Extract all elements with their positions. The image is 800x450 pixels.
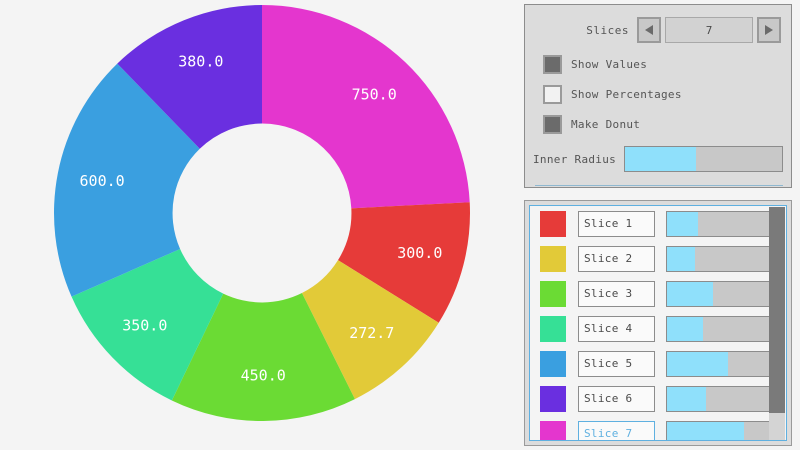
- inner-radius-row: Inner Radius: [533, 145, 783, 173]
- slice-name-value: Slice 5: [584, 357, 633, 370]
- slice-value-slider-fill: [667, 421, 744, 440]
- slice-color-swatch[interactable]: [540, 210, 566, 237]
- slices-spinner: Slices 7: [525, 15, 791, 45]
- donut-chart-svg: 750.0 300.0 272.7 450.0 350.0 600.0 380.0: [53, 5, 470, 421]
- show-values-row[interactable]: Show Values: [543, 53, 647, 75]
- make-donut-checkbox[interactable]: [543, 114, 562, 134]
- slice-name-input[interactable]: Slice 7: [578, 420, 656, 440]
- slice-list-item[interactable]: Slice 6: [530, 381, 770, 416]
- show-percentages-label: Show Percentages: [571, 87, 682, 101]
- slice-name-value: Slice 4: [584, 322, 633, 335]
- inner-radius-slider[interactable]: [624, 146, 783, 172]
- slices-value-field[interactable]: 7: [665, 17, 753, 43]
- slice-value-slider[interactable]: [666, 385, 770, 412]
- slice-value-slider-fill: [667, 281, 713, 306]
- triangle-right-icon: [764, 24, 774, 36]
- slice-list-item[interactable]: Slice 3: [530, 276, 770, 311]
- pie-slice[interactable]: [301, 260, 439, 400]
- slice-color-swatch[interactable]: [540, 315, 566, 342]
- slice-name-value: Slice 2: [584, 252, 633, 265]
- slice-name-value: Slice 6: [584, 392, 633, 405]
- slice-name-input[interactable]: Slice 6: [578, 385, 656, 412]
- slice-value-slider[interactable]: [666, 315, 770, 342]
- slice-value-label: 600.0: [80, 172, 125, 190]
- slice-value-label: 380.0: [178, 52, 223, 70]
- pie-slice[interactable]: [337, 202, 470, 323]
- slice-list-item[interactable]: Slice 1: [530, 206, 770, 241]
- slice-list-scrollbar-thumb[interactable]: [769, 207, 785, 413]
- slice-list-item[interactable]: Slice 7: [530, 416, 770, 440]
- triangle-left-icon: [644, 24, 654, 36]
- pie-slice[interactable]: [117, 5, 262, 149]
- slice-list-item[interactable]: Slice 5: [530, 346, 770, 381]
- make-donut-label: Make Donut: [571, 117, 641, 131]
- slice-value-label: 300.0: [397, 244, 442, 262]
- slice-list-rows: Slice 1 Slice 2 Slice 3 Slice 4 Slice 5 Slice…: [530, 206, 770, 440]
- pie-slice[interactable]: [171, 293, 355, 421]
- slice-color-swatch[interactable]: [540, 385, 566, 412]
- slice-name-value: Slice 1: [584, 217, 633, 230]
- slice-value-label: 272.7: [349, 324, 394, 342]
- slice-value-slider[interactable]: [666, 350, 770, 377]
- show-percentages-checkbox[interactable]: [543, 84, 562, 104]
- slices-value: 7: [705, 23, 713, 37]
- slice-name-input[interactable]: Slice 5: [578, 350, 656, 377]
- slice-value-label: 350.0: [122, 317, 167, 335]
- slice-value-slider-fill: [667, 316, 703, 341]
- slice-value-slider[interactable]: [666, 280, 770, 307]
- slice-group: [53, 5, 470, 421]
- pie-slice[interactable]: [262, 5, 470, 209]
- slice-color-swatch[interactable]: [540, 420, 566, 440]
- slice-value-slider-fill: [667, 386, 706, 411]
- slice-label-group: 750.0 300.0 272.7 450.0 350.0 600.0 380.0: [80, 52, 443, 384]
- pie-slice[interactable]: [71, 248, 224, 401]
- slice-value-label: 450.0: [241, 366, 286, 384]
- slice-value-slider[interactable]: [666, 420, 770, 440]
- slices-increment-button[interactable]: [757, 17, 781, 43]
- slice-color-swatch[interactable]: [540, 245, 566, 272]
- show-values-checkbox[interactable]: [543, 54, 562, 74]
- slice-value-slider-fill: [667, 246, 695, 271]
- slice-list-panel: Slice 1 Slice 2 Slice 3 Slice 4 Slice 5 Slice…: [524, 200, 792, 446]
- inner-radius-label: Inner Radius: [533, 152, 617, 166]
- slice-name-input[interactable]: Slice 3: [578, 280, 656, 307]
- slice-name-input[interactable]: Slice 4: [578, 315, 656, 342]
- slice-color-swatch[interactable]: [540, 350, 566, 377]
- slice-name-input[interactable]: Slice 1: [578, 210, 656, 237]
- slice-list-item[interactable]: Slice 2: [530, 241, 770, 276]
- slice-name-value: Slice 7: [584, 427, 633, 440]
- controls-panel: Slices 7 Show Values: [524, 4, 792, 188]
- slice-list-scrollbar[interactable]: [769, 207, 785, 440]
- slice-list-item[interactable]: Slice 4: [530, 311, 770, 346]
- make-donut-row[interactable]: Make Donut: [543, 113, 640, 135]
- slice-value-slider-fill: [667, 351, 729, 376]
- show-values-label: Show Values: [571, 57, 648, 71]
- slice-list-viewport: Slice 1 Slice 2 Slice 3 Slice 4 Slice 5 Slice…: [529, 205, 787, 441]
- show-percentages-row[interactable]: Show Percentages: [543, 83, 682, 105]
- slice-name-value: Slice 3: [584, 287, 633, 300]
- slice-value-slider-fill: [667, 211, 698, 236]
- slices-label: Slices: [586, 23, 629, 37]
- slice-value-slider[interactable]: [666, 245, 770, 272]
- slice-value-label: 750.0: [352, 85, 397, 103]
- panel-divider: [535, 185, 783, 186]
- pie-slice[interactable]: [53, 63, 200, 297]
- donut-chart: 750.0 300.0 272.7 450.0 350.0 600.0 380.0: [53, 5, 470, 421]
- slice-name-input[interactable]: Slice 2: [578, 245, 656, 272]
- slice-value-slider[interactable]: [666, 210, 770, 237]
- inner-radius-slider-fill: [625, 147, 696, 171]
- slices-decrement-button[interactable]: [637, 17, 661, 43]
- slice-color-swatch[interactable]: [540, 280, 566, 307]
